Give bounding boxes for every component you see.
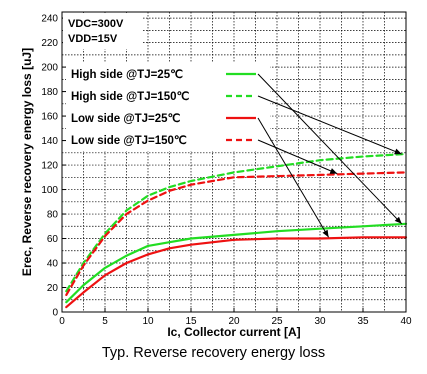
x-tick-label: 35 (357, 316, 369, 327)
x-tick-label: 10 (142, 316, 154, 327)
y-tick-label: 100 (41, 185, 58, 196)
annotation-arrowhead-1 (394, 216, 402, 224)
chart-caption: Typ. Reverse recovery energy loss (101, 345, 326, 361)
annotation-arrowhead-3 (322, 229, 329, 238)
annotation-arrowhead-4 (329, 168, 338, 174)
axis-ticks: 0 5 10 15 20 25 30 35 40 0 20 40 60 80 100 120 140 160 180… (41, 14, 412, 327)
conditions-box: VDC=300V VDD=15V (63, 13, 143, 49)
y-tick-label: 80 (47, 210, 59, 221)
legend-label-4: Low side @TJ=150℃ (71, 134, 187, 147)
legend-label-1: High side @TJ=25℃ (71, 68, 183, 81)
y-tick-label: 200 (41, 63, 58, 74)
condition-label-2: VDD=15V (68, 33, 118, 45)
x-tick-label: 20 (228, 316, 240, 327)
x-tick-label: 25 (271, 316, 283, 327)
legend-box (66, 63, 270, 151)
annotation-arrowhead-2 (394, 148, 402, 155)
series-line-3 (65, 236, 408, 309)
series-layer (65, 152, 408, 309)
y-tick-label: 240 (41, 14, 58, 25)
series-line-1 (65, 222, 408, 304)
annotation-arrow-2 (257, 95, 402, 155)
plot-frame (61, 11, 407, 313)
x-axis-label: Ic, Collector current [A] (167, 325, 300, 339)
x-tick-label: 15 (185, 316, 197, 327)
condition-label-1: VDC=300V (68, 18, 124, 30)
x-tick-label: 0 (59, 316, 65, 327)
y-tick-label: 0 (52, 308, 58, 319)
x-tick-label: 40 (400, 316, 412, 327)
series-line-2 (65, 152, 408, 293)
y-axis-label: Erec, Reverse recovery energy loss [uJ] (20, 48, 34, 276)
x-tick-label: 30 (314, 316, 326, 327)
annotation-arrow-1 (257, 73, 403, 225)
series-line-4 (65, 171, 408, 296)
y-tick-label: 180 (41, 87, 58, 98)
y-tick-label: 40 (47, 259, 59, 270)
grid-lines (62, 12, 406, 312)
legend: High side @TJ=25℃ High side @TJ=150℃ Low s… (66, 63, 403, 238)
plot-border (61, 11, 407, 313)
conditions-background (63, 13, 143, 49)
y-tick-label: 60 (47, 234, 59, 245)
legend-label-3: Low side @TJ=25℃ (71, 112, 181, 125)
y-tick-label: 220 (41, 38, 58, 49)
y-tick-label: 140 (41, 136, 58, 147)
y-tick-label: 160 (41, 112, 58, 123)
y-tick-label: 20 (47, 283, 59, 294)
annotation-arrow-4 (257, 139, 338, 175)
legend-label-2: High side @TJ=150℃ (71, 90, 189, 103)
y-tick-label: 120 (41, 161, 58, 172)
x-tick-label: 5 (102, 316, 108, 327)
annotation-arrow-3 (257, 117, 330, 238)
